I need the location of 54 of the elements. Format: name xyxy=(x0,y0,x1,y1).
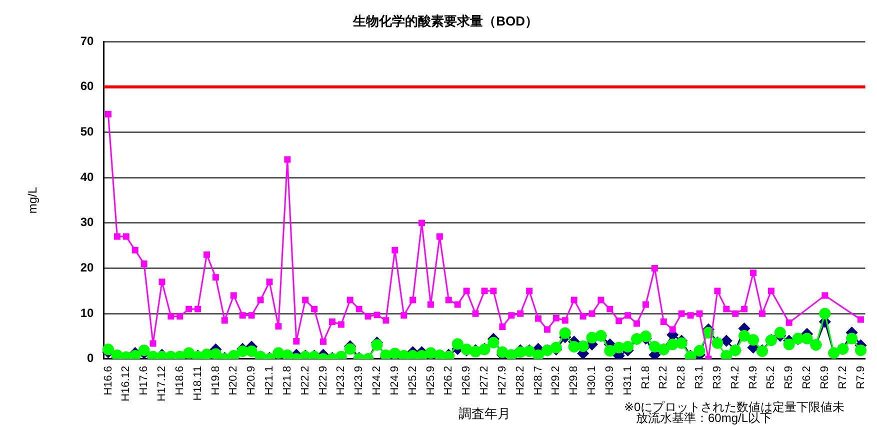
y-tick-label: 30 xyxy=(80,215,94,230)
x-tick-label: H20.2 xyxy=(228,366,240,396)
y-tick-label: 10 xyxy=(80,306,94,320)
x-tick-label: H25.2 xyxy=(406,366,419,396)
x-tick-label: R3.9 xyxy=(711,366,724,390)
y-tick-label: 50 xyxy=(80,124,94,139)
x-tick-label: H17.12 xyxy=(156,366,168,402)
chart-title: 生物化学的酸素要求量（BOD） xyxy=(352,13,538,28)
x-tick-label: H16.6 xyxy=(102,366,114,396)
y-tick-label: 60 xyxy=(80,79,94,94)
x-tick-label: R7.9 xyxy=(854,366,867,390)
x-tick-label: H24.2 xyxy=(371,366,384,396)
x-tick-label: R1.8 xyxy=(640,366,652,390)
x-tick-label: H18.6 xyxy=(174,366,186,396)
y-tick-label: 70 xyxy=(80,34,94,48)
x-tick-label: R4.2 xyxy=(729,366,742,390)
x-tick-label: H22.2 xyxy=(299,366,312,396)
x-tick-label: H21.1 xyxy=(264,366,276,396)
x-tick-label: H16.12 xyxy=(120,366,132,402)
x-tick-label: H25.9 xyxy=(424,366,437,396)
x-tick-label: H30.9 xyxy=(604,366,616,396)
x-tick-label: H23.9 xyxy=(353,366,366,396)
y-tick-label: 0 xyxy=(87,351,94,366)
x-tick-label: H26.9 xyxy=(460,366,473,396)
x-tick-label: H29.2 xyxy=(550,366,562,396)
x-tick-label: R5.9 xyxy=(783,366,796,390)
x-tick-label: R3.1 xyxy=(694,366,706,390)
x-tick-label: R5.2 xyxy=(765,366,778,390)
x-tick-label: H26.2 xyxy=(442,366,455,396)
x-tick-label: H27.9 xyxy=(496,366,508,396)
y-tick-label: 40 xyxy=(80,170,94,184)
x-tick-label: H19.8 xyxy=(210,366,222,396)
x-tick-label: H22.9 xyxy=(317,366,330,396)
y-axis-title: mg/L xyxy=(26,186,40,214)
x-tick-label: H20.9 xyxy=(246,366,258,396)
x-axis-title: 調査年月 xyxy=(458,406,510,421)
x-tick-label: H31.1 xyxy=(622,366,634,396)
x-tick-label: R2.2 xyxy=(658,366,670,390)
x-tick-label: R4.9 xyxy=(747,366,760,390)
x-tick-label: H21.8 xyxy=(281,366,294,396)
x-tick-label: H28.7 xyxy=(532,366,544,396)
x-tick-label: H24.9 xyxy=(388,366,401,396)
x-tick-label: R6.2 xyxy=(801,366,814,390)
y-tick-label: 20 xyxy=(80,260,94,275)
x-tick-label: R6.9 xyxy=(818,366,831,390)
x-tick-label: H23.2 xyxy=(335,366,348,396)
x-tick-label: H17.6 xyxy=(138,366,150,396)
x-tick-label: H30.1 xyxy=(586,366,598,396)
x-tick-label: R7.2 xyxy=(836,366,849,390)
x-tick-label: H18.11 xyxy=(192,366,204,401)
x-tick-label: H28.2 xyxy=(514,366,526,396)
x-tick-label: R2.8 xyxy=(676,366,688,390)
x-tick-label: H27.2 xyxy=(478,366,491,396)
x-tick-label: H29.8 xyxy=(568,366,580,396)
